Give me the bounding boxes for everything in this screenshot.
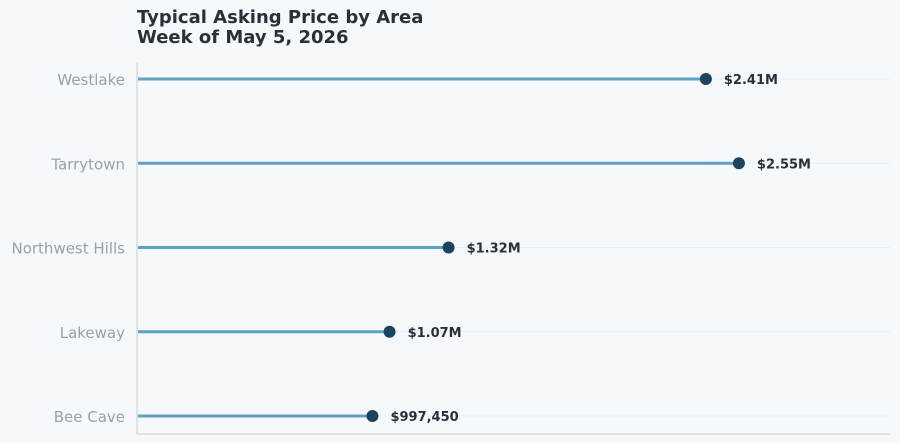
category-label-lakeway: Lakeway bbox=[60, 324, 125, 342]
value-label-tarrytown: $2.55M bbox=[757, 157, 811, 172]
dot-westlake bbox=[699, 73, 712, 85]
dot-tarrytown bbox=[732, 157, 745, 170]
value-label-westlake: $2.41M bbox=[724, 73, 778, 88]
value-label-lakeway: $1.07M bbox=[408, 326, 462, 341]
data-marks: Westlake $2.41M Tarrytown $2.55M Northwest H… bbox=[11, 71, 811, 426]
category-label-bee-cave: Bee Cave bbox=[54, 408, 125, 426]
chart-title: Typical Asking Price by Area bbox=[137, 7, 423, 28]
dot-lakeway bbox=[383, 325, 396, 338]
value-label-northwest-hills: $1.32M bbox=[467, 242, 521, 257]
chart-subtitle: Week of May 5, 2026 bbox=[137, 27, 349, 48]
value-label-bee-cave: $997,450 bbox=[390, 410, 458, 425]
category-label-tarrytown: Tarrytown bbox=[50, 155, 125, 173]
category-label-northwest-hills: Northwest Hills bbox=[11, 240, 125, 258]
category-label-westlake: Westlake bbox=[57, 71, 125, 89]
dot-northwest-hills bbox=[442, 241, 455, 254]
dot-bee-cave bbox=[366, 410, 379, 422]
